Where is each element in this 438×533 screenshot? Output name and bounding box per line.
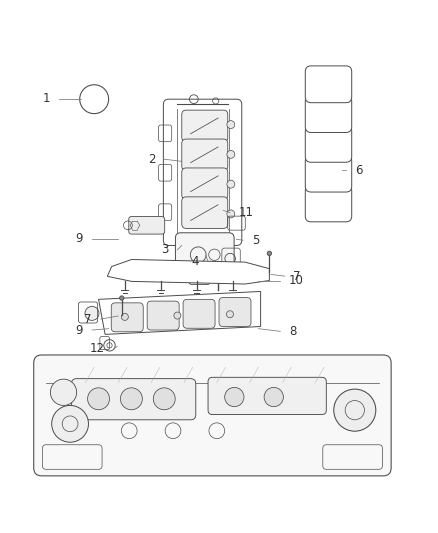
FancyBboxPatch shape bbox=[182, 168, 228, 199]
Circle shape bbox=[226, 311, 233, 318]
FancyBboxPatch shape bbox=[219, 297, 251, 327]
FancyBboxPatch shape bbox=[34, 355, 391, 476]
FancyBboxPatch shape bbox=[305, 125, 352, 162]
Text: 7: 7 bbox=[85, 312, 92, 326]
Circle shape bbox=[50, 379, 77, 406]
Circle shape bbox=[227, 120, 235, 128]
FancyBboxPatch shape bbox=[182, 110, 228, 142]
Circle shape bbox=[88, 388, 110, 410]
Circle shape bbox=[227, 210, 235, 218]
Text: 9: 9 bbox=[76, 232, 83, 245]
FancyBboxPatch shape bbox=[111, 303, 143, 332]
FancyBboxPatch shape bbox=[163, 99, 242, 246]
Text: 4: 4 bbox=[192, 255, 199, 268]
Text: 6: 6 bbox=[355, 164, 362, 176]
Circle shape bbox=[104, 340, 115, 351]
FancyBboxPatch shape bbox=[305, 185, 352, 222]
Text: 7: 7 bbox=[293, 270, 301, 282]
Text: 2: 2 bbox=[148, 152, 155, 166]
Circle shape bbox=[153, 388, 175, 410]
Circle shape bbox=[227, 180, 235, 188]
FancyBboxPatch shape bbox=[305, 66, 352, 103]
FancyBboxPatch shape bbox=[305, 96, 352, 133]
Polygon shape bbox=[107, 260, 269, 284]
FancyBboxPatch shape bbox=[189, 268, 210, 285]
Circle shape bbox=[120, 388, 142, 410]
FancyBboxPatch shape bbox=[305, 155, 352, 192]
Circle shape bbox=[215, 278, 221, 283]
Circle shape bbox=[174, 312, 181, 319]
Circle shape bbox=[264, 387, 283, 407]
FancyBboxPatch shape bbox=[129, 216, 165, 234]
Text: 1: 1 bbox=[43, 92, 50, 105]
Circle shape bbox=[225, 387, 244, 407]
Text: 8: 8 bbox=[289, 325, 297, 338]
Text: 3: 3 bbox=[161, 244, 169, 256]
FancyBboxPatch shape bbox=[182, 197, 228, 229]
Circle shape bbox=[267, 251, 272, 255]
Circle shape bbox=[85, 306, 99, 320]
Circle shape bbox=[121, 313, 128, 320]
Circle shape bbox=[334, 389, 376, 431]
Circle shape bbox=[52, 406, 88, 442]
FancyBboxPatch shape bbox=[183, 300, 215, 328]
FancyBboxPatch shape bbox=[182, 139, 228, 171]
Circle shape bbox=[227, 150, 235, 158]
Text: 5: 5 bbox=[252, 233, 259, 247]
Text: 11: 11 bbox=[239, 206, 254, 219]
FancyBboxPatch shape bbox=[175, 233, 234, 280]
FancyBboxPatch shape bbox=[147, 301, 179, 330]
FancyBboxPatch shape bbox=[71, 378, 196, 420]
Text: 9: 9 bbox=[76, 324, 83, 336]
Text: 12: 12 bbox=[90, 342, 105, 356]
Polygon shape bbox=[99, 292, 261, 334]
FancyBboxPatch shape bbox=[208, 377, 326, 415]
Text: 10: 10 bbox=[289, 274, 304, 287]
Circle shape bbox=[120, 296, 124, 300]
